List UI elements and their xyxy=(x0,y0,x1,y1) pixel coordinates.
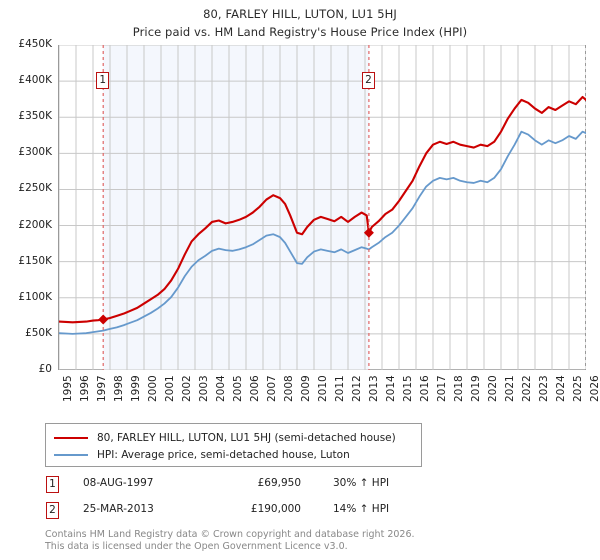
row-number-badge: 1 xyxy=(46,476,59,493)
sale-marker-flag: 1 xyxy=(96,72,110,89)
x-axis-tick-label: 2005 xyxy=(232,375,244,402)
legend-item: 80, FARLEY HILL, LUTON, LU1 5HJ (semi-de… xyxy=(54,429,413,446)
price-chart xyxy=(59,45,586,370)
x-axis-tick-label: 2006 xyxy=(249,375,261,402)
x-axis-tick-label: 2001 xyxy=(164,375,176,402)
x-axis-tick-label: 2012 xyxy=(351,375,363,402)
x-axis-tick-label: 2024 xyxy=(555,375,567,402)
x-axis-tick-label: 2023 xyxy=(538,375,550,402)
x-axis-tick-label: 1999 xyxy=(130,375,142,402)
x-axis-tick-label: 1997 xyxy=(96,375,108,402)
y-axis-tick-label: £300K xyxy=(18,146,52,159)
x-axis-tick-label: 2000 xyxy=(147,375,159,402)
y-axis-tick-label: £450K xyxy=(18,38,52,50)
x-axis-tick-label: 2007 xyxy=(266,375,278,402)
page-title: 80, FARLEY HILL, LUTON, LU1 5HJ xyxy=(203,7,397,21)
row-number-badge: 2 xyxy=(46,502,59,519)
legend: 80, FARLEY HILL, LUTON, LU1 5HJ (semi-de… xyxy=(45,423,422,467)
x-axis-tick-label: 2018 xyxy=(453,375,465,402)
y-axis-tick-label: £100K xyxy=(18,290,52,303)
x-axis-tick-label: 2020 xyxy=(487,375,499,402)
x-axis-tick-label: 2009 xyxy=(300,375,312,402)
x-axis-tick-label: 2026 xyxy=(589,375,600,402)
x-axis-tick-label: 2015 xyxy=(402,375,414,402)
page-subtitle: Price paid vs. HM Land Registry's House … xyxy=(132,25,468,39)
y-axis-tick-label: £50K xyxy=(25,326,52,339)
x-axis-tick-label: 2011 xyxy=(334,375,346,402)
x-axis-tick-label: 2021 xyxy=(504,375,516,402)
x-axis-tick-label: 2013 xyxy=(368,375,380,402)
legend-label-hpi: HPI: Average price, semi-detached house,… xyxy=(97,448,350,461)
legend-item: HPI: Average price, semi-detached house,… xyxy=(54,446,413,463)
footer: Contains HM Land Registry data © Crown c… xyxy=(45,529,585,552)
y-axis-tick-label: £0 xyxy=(38,363,52,375)
y-axis-tick-label: £400K xyxy=(18,74,52,87)
x-axis-tick-label: 2010 xyxy=(317,375,329,402)
y-axis-tick-label: £250K xyxy=(18,182,52,195)
x-axis-tick-label: 2008 xyxy=(283,375,295,402)
x-axis-tick-label: 1998 xyxy=(113,375,125,402)
sale-marker-flag: 2 xyxy=(361,72,375,89)
x-axis-tick-label: 2004 xyxy=(215,375,227,402)
x-axis-tick-label: 2003 xyxy=(198,375,210,402)
y-axis-tick-label: £200K xyxy=(18,218,52,231)
legend-label-property: 80, FARLEY HILL, LUTON, LU1 5HJ (semi-de… xyxy=(97,431,396,444)
transaction-price: £69,950 xyxy=(257,477,301,489)
legend-swatch-hpi xyxy=(54,453,88,456)
transaction-price: £190,000 xyxy=(250,503,301,515)
transaction-hpi-delta: 14% ↑ HPI xyxy=(333,503,390,515)
x-axis-tick-label: 2022 xyxy=(521,375,533,402)
y-axis-tick-label: £350K xyxy=(18,110,52,123)
footer-copyright: Contains HM Land Registry data © Crown c… xyxy=(45,529,415,540)
transaction-date: 25-MAR-2013 xyxy=(83,503,154,515)
x-axis-tick-label: 2017 xyxy=(436,375,448,402)
legend-swatch-property xyxy=(54,436,88,439)
footer-licence: This data is licensed under the Open Gov… xyxy=(45,540,348,552)
x-axis-tick-label: 2019 xyxy=(470,375,482,402)
x-axis-tick-label: 2016 xyxy=(419,375,431,402)
transaction-hpi-delta: 30% ↑ HPI xyxy=(333,477,390,489)
y-axis-tick-label: £150K xyxy=(18,254,52,267)
x-axis-tick-label: 2025 xyxy=(572,375,584,402)
x-axis-tick-label: 1995 xyxy=(62,375,74,402)
x-axis-tick-label: 1996 xyxy=(79,375,91,402)
table-row: 2 25-MAR-2013 £190,000 14% ↑ HPI xyxy=(45,500,465,524)
x-axis-tick-label: 2014 xyxy=(385,375,397,402)
x-axis-tick-label: 2002 xyxy=(181,375,193,402)
plot-area xyxy=(58,45,586,370)
transaction-date: 08-AUG-1997 xyxy=(83,477,154,489)
table-row: 1 08-AUG-1997 £69,950 30% ↑ HPI xyxy=(45,474,465,498)
